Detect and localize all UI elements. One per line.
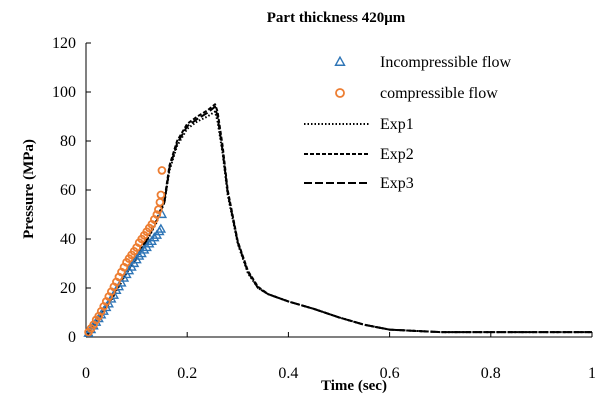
incompressible-point	[139, 244, 150, 254]
incompressible-point	[149, 232, 160, 242]
compressible-point	[152, 210, 162, 219]
x-tick-label: 0	[82, 365, 90, 382]
x-tick-label: 0.6	[380, 365, 400, 382]
series-line-exp1	[85, 110, 592, 338]
y-tick-label: 20	[60, 280, 76, 297]
legend-item: Incompressible flow	[334, 54, 512, 71]
y-tick-label: 0	[68, 329, 76, 346]
legend-item: Exp1	[304, 116, 414, 133]
legend-label: Exp3	[380, 175, 414, 192]
y-tick-label: 100	[52, 84, 76, 101]
compressible-point	[157, 166, 167, 175]
y-axis-label: Pressure (MPa)	[21, 139, 37, 239]
x-tick-label: 0.2	[177, 365, 197, 382]
y-tick-label: 60	[60, 182, 76, 199]
legend-item: Exp2	[304, 146, 414, 163]
y-tick-label: 40	[60, 231, 76, 248]
compressible-point	[156, 190, 166, 200]
x-axis-label: Time (sec)	[321, 378, 387, 394]
legend-triangle-marker	[334, 55, 346, 66]
legend-label: Incompressible flow	[380, 54, 512, 71]
series-line-exp2	[85, 103, 592, 338]
compressible-point	[155, 197, 165, 207]
x-tick-label: 0.4	[278, 365, 298, 382]
incompressible-point	[155, 223, 167, 233]
incompressible-point	[103, 298, 114, 308]
y-tick-label: 120	[52, 35, 76, 52]
x-tick-label: 1	[588, 365, 596, 382]
x-tick-label: 0.8	[481, 365, 501, 382]
legend-item: compressible flow	[335, 85, 498, 102]
legend: Incompressible flow compressible flow Exp1…	[304, 54, 512, 192]
incompressible-point	[133, 250, 145, 260]
legend-label: Exp2	[380, 146, 414, 163]
chart-title: Part thickness 420μm	[267, 10, 406, 26]
legend-item: Exp3	[304, 175, 414, 192]
y-tick-label: 80	[60, 133, 76, 150]
incompressible-point	[144, 238, 155, 248]
legend-label: Exp1	[380, 116, 414, 133]
plot-area: 0 20 40 60 80 100 120 0 0.2 0.4 0.6 0.8 1	[52, 35, 596, 382]
legend-label: compressible flow	[380, 85, 498, 102]
series-line-exp3	[85, 105, 592, 338]
legend-circle-marker	[335, 88, 345, 98]
